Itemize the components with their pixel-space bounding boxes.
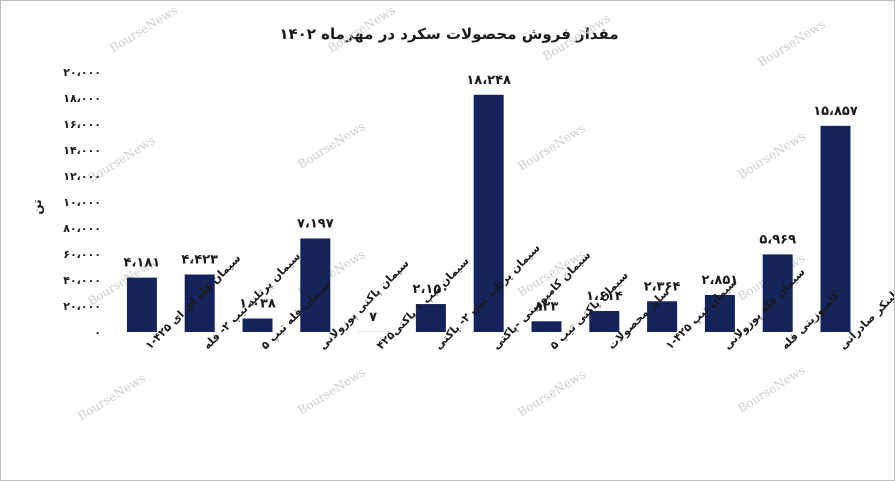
y-tick-label: ۱۲،۰۰۰ (63, 170, 101, 183)
data-label: ۸۲۳ (535, 299, 559, 314)
data-label: ۷،۱۹۷ (297, 216, 334, 231)
data-labels: ۴،۱۸۱ ۴،۴۲۳ ۱،۰۳۸ ۷،۱۹۷ ۷ ۲،۱۵۰ ۱۸،۲۴۸ ۸۲۳ ۱،۶۱۴… (124, 73, 858, 325)
bar (589, 311, 620, 332)
y-tick-label: ۱۸،۰۰۰ (63, 92, 101, 105)
data-label: ۱۵،۸۵۷ (813, 104, 858, 119)
watermarks: BourseNews BourseNews BourseNews BourseNews… (75, 3, 828, 424)
watermark-text: BourseNews (735, 363, 808, 416)
watermark-text: BourseNews (755, 17, 828, 70)
chart-title: مقدار فروش محصولات سکرد در مهرماه ۱۴۰۲ (279, 25, 618, 43)
y-axis: ۰ ۲۰،۰۰۰ ۴۰،۰۰۰ ۶۰،۰۰۰ ۸۰،۰۰۰ ۱۰،۰۰۰ ۱۲،۰۰۰ ۱۴،… (63, 66, 101, 339)
data-label: ۲،۸۵۱ (702, 273, 739, 288)
y-tick-label: ۱۴،۰۰۰ (63, 144, 101, 157)
bar (704, 294, 735, 332)
watermark-text: BourseNews (515, 367, 588, 420)
bar (647, 301, 678, 332)
y-tick-label: ۱۰،۰۰۰ (63, 196, 101, 209)
watermark-text: BourseNews (295, 119, 368, 172)
data-label: ۴،۱۸۱ (124, 256, 161, 271)
bar (473, 94, 504, 332)
data-label: ۲،۳۶۴ (644, 279, 681, 294)
data-label: ۷ (369, 310, 377, 325)
watermark-text: BourseNews (107, 3, 180, 56)
watermark-text: BourseNews (735, 129, 808, 182)
watermark-text: BourseNews (75, 371, 148, 424)
bar (300, 238, 331, 332)
bars (126, 94, 851, 332)
y-tick-label: ۱۶،۰۰۰ (63, 118, 101, 131)
bar (415, 304, 446, 332)
bar (531, 321, 562, 332)
bar (820, 125, 851, 332)
bar (184, 274, 215, 332)
y-axis-label: تن (30, 199, 44, 214)
bar (242, 318, 273, 332)
bar (762, 254, 793, 332)
data-label: ۱،۰۳۸ (239, 297, 276, 312)
y-tick-label: ۲۰،۰۰۰ (63, 66, 101, 79)
watermark-text: BourseNews (295, 365, 368, 418)
data-label: ۴،۴۲۳ (181, 253, 218, 268)
y-tick-label: ۶۰،۰۰۰ (63, 248, 101, 261)
data-label: ۱۸،۲۴۸ (466, 73, 511, 88)
y-tick-label: ۴۰،۰۰۰ (63, 274, 101, 287)
data-label: ۲،۱۵۰ (413, 282, 450, 297)
y-tick-label: ۰ (94, 326, 101, 339)
bar (126, 277, 157, 332)
watermark-text: BourseNews (515, 121, 588, 174)
data-label: ۱،۶۱۴ (586, 289, 623, 304)
x-tick-label: سیمان کامپوزیتی -پاکتی (490, 249, 594, 353)
data-label: ۵،۹۶۹ (759, 232, 796, 247)
y-tick-label: ۸۰،۰۰۰ (63, 222, 101, 235)
y-tick-label: ۲۰،۰۰۰ (63, 300, 101, 313)
